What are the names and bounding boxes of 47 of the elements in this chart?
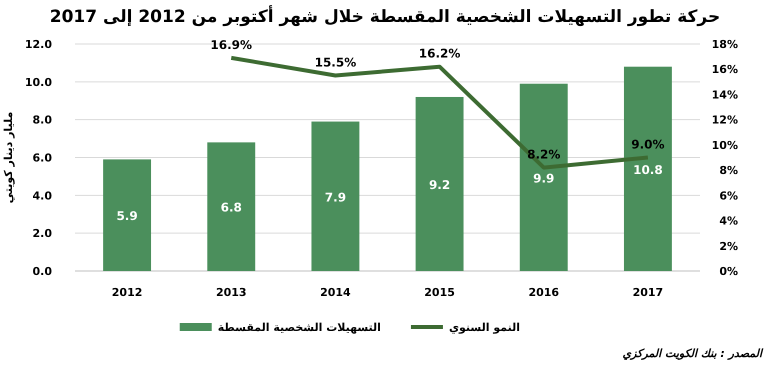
- y2-tick-label: 8%: [719, 164, 738, 178]
- y-tick-label: 2.0: [32, 227, 52, 240]
- chart-title: حركة تطور التسهيلات الشخصية المقسطة خلال شهر أكتوبر من 2012 إلى 2017: [50, 5, 720, 27]
- y-tick-label: 10.0: [24, 76, 52, 89]
- y-tick-label: 0.0: [32, 265, 52, 278]
- data-label: 9.0%: [631, 138, 665, 152]
- data-label: 8.2%: [527, 148, 560, 162]
- x-tick-label: 2014: [320, 286, 352, 299]
- data-label: 9.9: [533, 171, 554, 186]
- bar: [624, 66, 672, 271]
- y2-tick-label: 12%: [712, 114, 738, 127]
- y2-tick-label: 18%: [712, 38, 738, 51]
- y-tick-label: 6.0: [32, 152, 52, 164]
- legend-item: النمو السنوي: [410, 321, 520, 334]
- data-label: 10.8: [633, 162, 663, 177]
- x-tick-label: 2012: [112, 286, 142, 299]
- data-label: 6.8: [220, 200, 242, 215]
- legend-item: التسهيلات الشخصية المقسطة: [180, 321, 381, 334]
- data-label: 15.5%: [314, 56, 356, 70]
- data-label: 9.2: [428, 178, 450, 192]
- y-tick-label: 8.0: [32, 114, 52, 127]
- x-tick-label: 2013: [216, 286, 247, 299]
- y2-tick-label: 0%: [719, 265, 738, 278]
- y-tick-label: 4.0: [32, 189, 52, 202]
- y2-tick-label: 4%: [719, 214, 738, 228]
- data-label: 5.9: [116, 209, 138, 224]
- data-label: 16.9%: [210, 38, 252, 52]
- legend-label: التسهيلات الشخصية المقسطة: [218, 321, 381, 334]
- y-axis-title: مليار دينار كويتي: [2, 112, 15, 204]
- y-tick-label: 12.0: [24, 38, 52, 51]
- text: المصدر : بنك الكويت المركزي: [622, 347, 764, 360]
- y2-tick-label: 16%: [712, 63, 738, 76]
- y2-tick-label: 2%: [719, 240, 738, 253]
- y2-tick-label: 14%: [712, 88, 738, 102]
- bar: [103, 159, 152, 271]
- bar: [311, 122, 360, 271]
- legend-label: النمو السنوي: [448, 321, 520, 334]
- y2-tick-label: 10%: [712, 138, 738, 152]
- x-tick-label: 2016: [528, 286, 560, 299]
- x-tick-label: 2015: [424, 286, 455, 299]
- bar: [207, 142, 256, 271]
- data-label: 16.2%: [418, 46, 460, 61]
- y2-tick-label: 6%: [719, 189, 738, 202]
- bar: [520, 84, 568, 271]
- x-tick-label: 2017: [632, 286, 664, 299]
- bar: [416, 96, 464, 271]
- data-label: 7.9: [324, 190, 346, 204]
